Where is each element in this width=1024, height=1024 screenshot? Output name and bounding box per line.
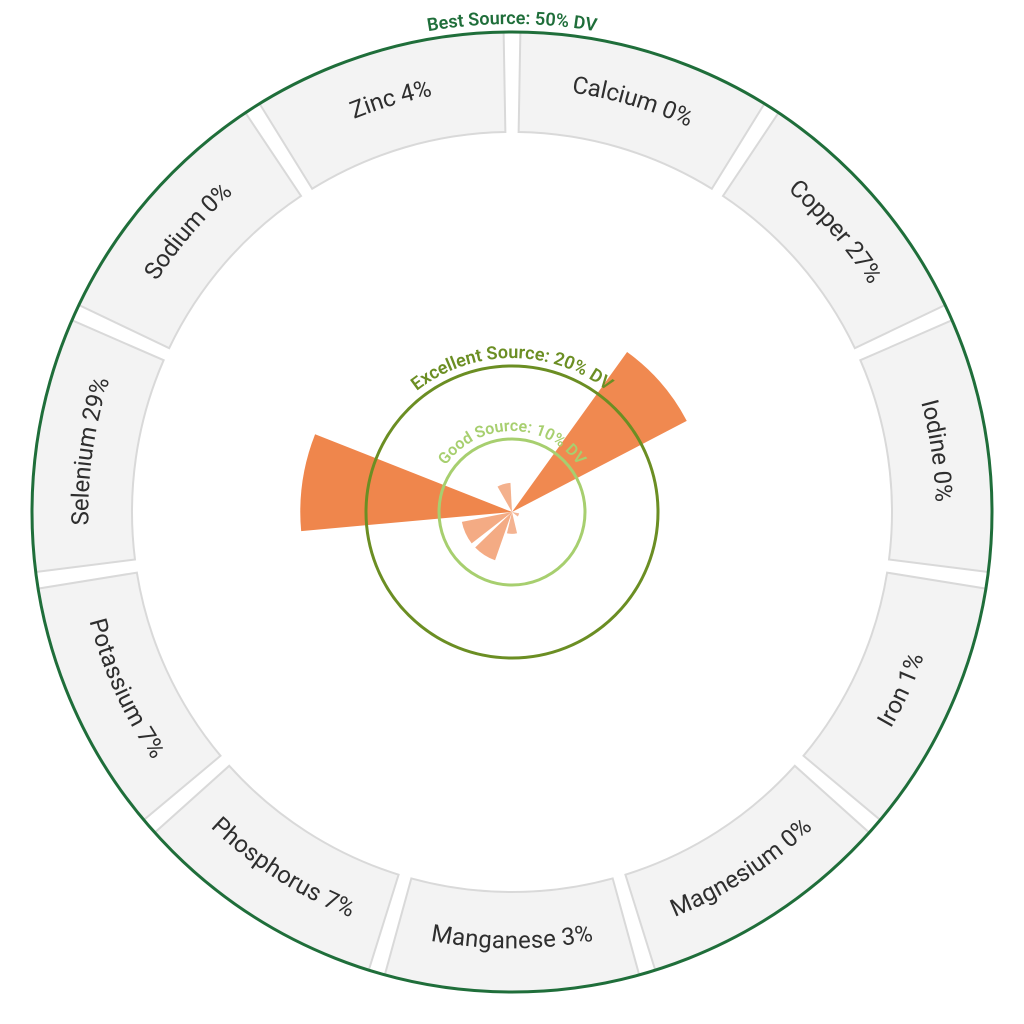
bar-manganese [507, 512, 517, 534]
nutrient-radial-chart: Good Source: 10% DVExcellent Source: 20%… [0, 0, 1024, 1024]
bar-iron [512, 512, 519, 516]
bar-selenium [300, 434, 512, 531]
